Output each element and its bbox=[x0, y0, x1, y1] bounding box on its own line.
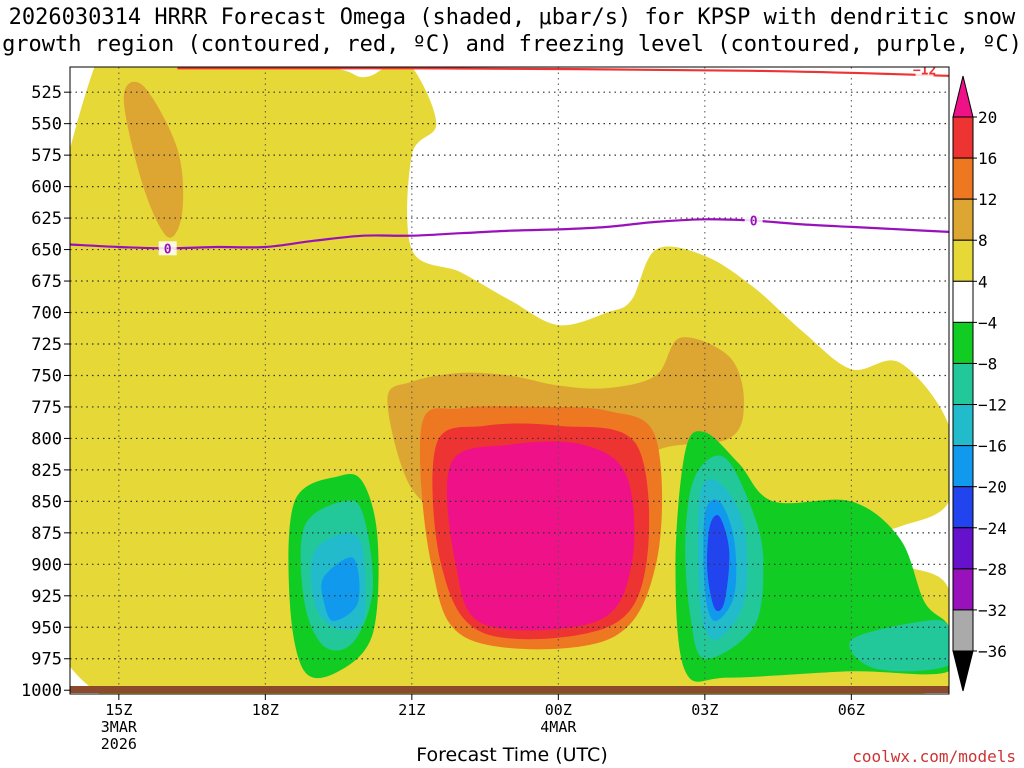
shaded-regions bbox=[70, 67, 949, 694]
plot-frame bbox=[69, 66, 950, 695]
y-tick-label: 800 bbox=[31, 429, 62, 449]
colorbar-tick-label: −4 bbox=[978, 313, 997, 332]
y-tick-label: 850 bbox=[31, 492, 62, 512]
colorbar-swatch bbox=[952, 609, 974, 652]
colorbar-swatch bbox=[952, 239, 974, 282]
x-tick-label: 06Z bbox=[838, 701, 865, 719]
x-tick-label: 00Z bbox=[545, 701, 572, 719]
colorbar-swatch bbox=[952, 157, 974, 200]
colorbar-swatch bbox=[952, 362, 974, 406]
omega-region-1 bbox=[123, 81, 184, 238]
x-tick-label: 21Z bbox=[398, 701, 425, 719]
contour-label: 0 bbox=[750, 215, 758, 230]
colorbar-tick-label: −12 bbox=[978, 396, 1007, 415]
y-tick-label: 875 bbox=[31, 524, 62, 544]
y-tick-label: 725 bbox=[31, 335, 62, 355]
contour-label-bg bbox=[158, 241, 177, 256]
y-tick-label: 600 bbox=[31, 178, 62, 198]
y-axis: 525 550 575 600 625 650 675 700 725 750 775 800 825 8… bbox=[21, 83, 70, 701]
y-tick-label: 975 bbox=[31, 650, 62, 670]
y-tick-label: 925 bbox=[31, 587, 62, 607]
x-axis-label: Forecast Time (UTC) bbox=[416, 744, 608, 766]
colorbar-swatch bbox=[952, 486, 974, 529]
y-tick-label: 750 bbox=[31, 366, 62, 386]
colorbar-swatch bbox=[952, 280, 974, 323]
colorbar-tick-label: −32 bbox=[978, 601, 1007, 620]
colorbar-tick-label: −24 bbox=[978, 519, 1007, 538]
contour-label: 0 bbox=[164, 242, 172, 257]
omega-region-9 bbox=[321, 557, 360, 621]
contour-lines: −12 0 0 bbox=[70, 64, 949, 257]
y-tick-label: 825 bbox=[31, 461, 62, 481]
colorbar-swatch bbox=[952, 527, 974, 570]
colorbar-tick-label: 4 bbox=[978, 272, 988, 291]
x-tick-label: 15Z bbox=[105, 701, 132, 719]
y-tick-label: 575 bbox=[31, 146, 62, 166]
x-tick-label: 03Z bbox=[691, 701, 718, 719]
x-tick-label: 4MAR bbox=[540, 718, 577, 736]
x-tick-label: 2026 bbox=[101, 735, 137, 753]
y-tick-label: 550 bbox=[31, 115, 62, 135]
colorbar-swatch bbox=[952, 198, 974, 241]
y-tick-label: 1000 bbox=[21, 681, 62, 701]
colorbar-tick-label: 8 bbox=[978, 231, 988, 250]
contour-label-bg bbox=[744, 213, 763, 228]
colorbar-bottom-arrow bbox=[952, 650, 974, 692]
colorbar-top-arrow bbox=[952, 75, 974, 118]
title-line-2: growth region (contoured, red, ºC) and f… bbox=[2, 32, 1022, 57]
colorbar-tick-label: −16 bbox=[978, 437, 1007, 456]
chart-title: 2026030314 HRRR Forecast Omega (shaded, … bbox=[0, 4, 1024, 58]
colorbar-swatch bbox=[952, 568, 974, 611]
colorbar: 20 16 12 8 4 −4 −8 −12 −16 −20 −24 −28 −32 −36 bbox=[952, 75, 1007, 692]
y-tick-label: 650 bbox=[31, 241, 62, 261]
x-tick-label: 18Z bbox=[252, 701, 279, 719]
omega-region-5 bbox=[446, 441, 635, 631]
y-tick-label: 700 bbox=[31, 304, 62, 324]
colorbar-tick-label: −8 bbox=[978, 354, 997, 373]
title-line-1: 2026030314 HRRR Forecast Omega (shaded, … bbox=[8, 5, 1016, 30]
contour-label: −12 bbox=[913, 64, 936, 79]
gridlines bbox=[70, 67, 949, 694]
y-tick-label: 525 bbox=[31, 83, 62, 103]
colorbar-swatch bbox=[952, 116, 974, 159]
colorbar-swatch bbox=[952, 445, 974, 488]
y-tick-label: 775 bbox=[31, 398, 62, 418]
colorbar-tick-label: −28 bbox=[978, 560, 1007, 579]
colorbar-tick-label: 16 bbox=[978, 149, 997, 168]
colorbar-swatch bbox=[952, 321, 974, 364]
omega-region-14 bbox=[707, 515, 730, 612]
x-tick-label: 3MAR bbox=[101, 718, 138, 736]
colorbar-tick-label: −20 bbox=[978, 478, 1007, 497]
credit-link[interactable]: coolwx.com/models bbox=[852, 747, 1016, 766]
colorbar-tick-label: 12 bbox=[978, 190, 997, 209]
ground-surface bbox=[70, 686, 949, 693]
contour-line-1 bbox=[70, 218, 949, 250]
contour-label-bg bbox=[915, 67, 934, 77]
colorbar-tick-label: −36 bbox=[978, 642, 1007, 661]
y-tick-label: 625 bbox=[31, 209, 62, 229]
colorbar-tick-label: 20 bbox=[978, 108, 997, 127]
colorbar-swatch bbox=[952, 404, 974, 447]
contour-line-0 bbox=[177, 67, 949, 77]
y-tick-label: 950 bbox=[31, 618, 62, 638]
y-tick-label: 675 bbox=[31, 272, 62, 292]
y-tick-label: 900 bbox=[31, 555, 62, 575]
